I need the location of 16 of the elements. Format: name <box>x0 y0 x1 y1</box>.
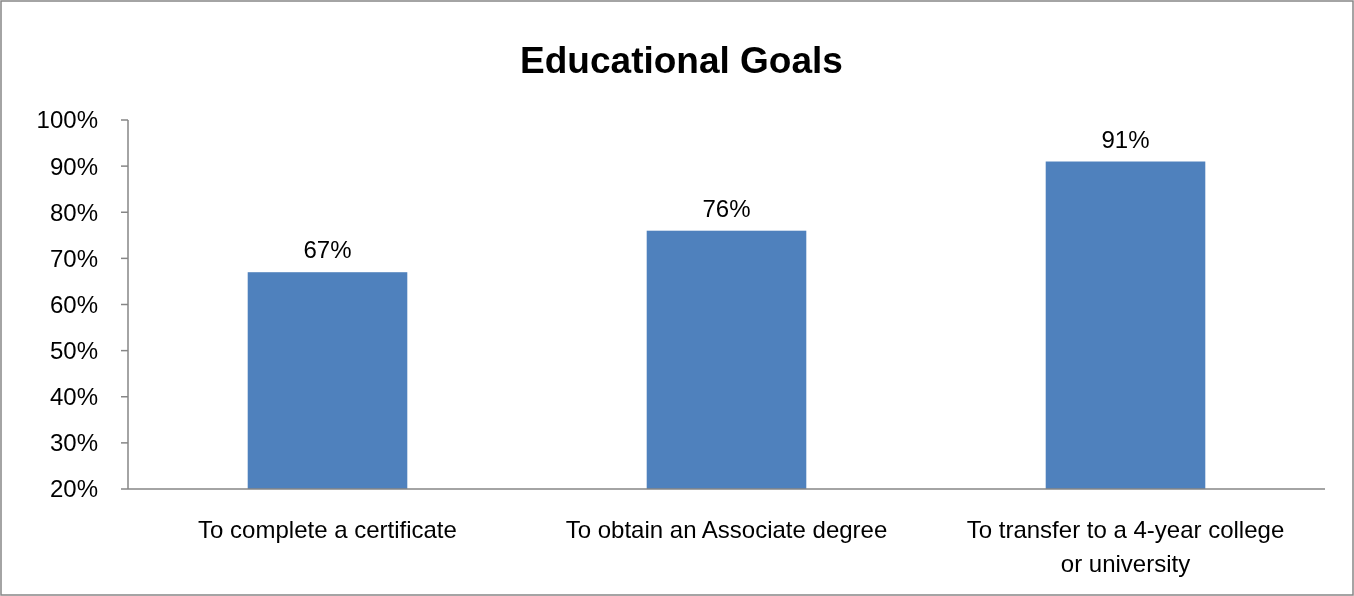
chart-title: Educational Goals <box>520 40 843 81</box>
y-tick-label: 80% <box>49 198 98 226</box>
y-tick-label: 40% <box>49 383 98 411</box>
y-tick-label: 50% <box>49 337 98 365</box>
y-tick-label: 90% <box>49 152 98 180</box>
y-tick-label: 20% <box>49 475 98 503</box>
y-tick-label: 30% <box>49 429 98 457</box>
y-tick-label: 70% <box>49 244 98 272</box>
x-tick-label: To complete a certificate <box>198 516 457 543</box>
y-tick-label: 100% <box>36 106 98 134</box>
x-tick-label: To obtain an Associate degree <box>565 516 888 543</box>
x-tick-label: To transfer to a 4-year college or university <box>966 516 1285 577</box>
data-label: 91% <box>1101 125 1150 153</box>
data-label: 67% <box>303 236 352 264</box>
y-tick-label: 60% <box>49 290 98 318</box>
data-label: 76% <box>702 194 751 222</box>
